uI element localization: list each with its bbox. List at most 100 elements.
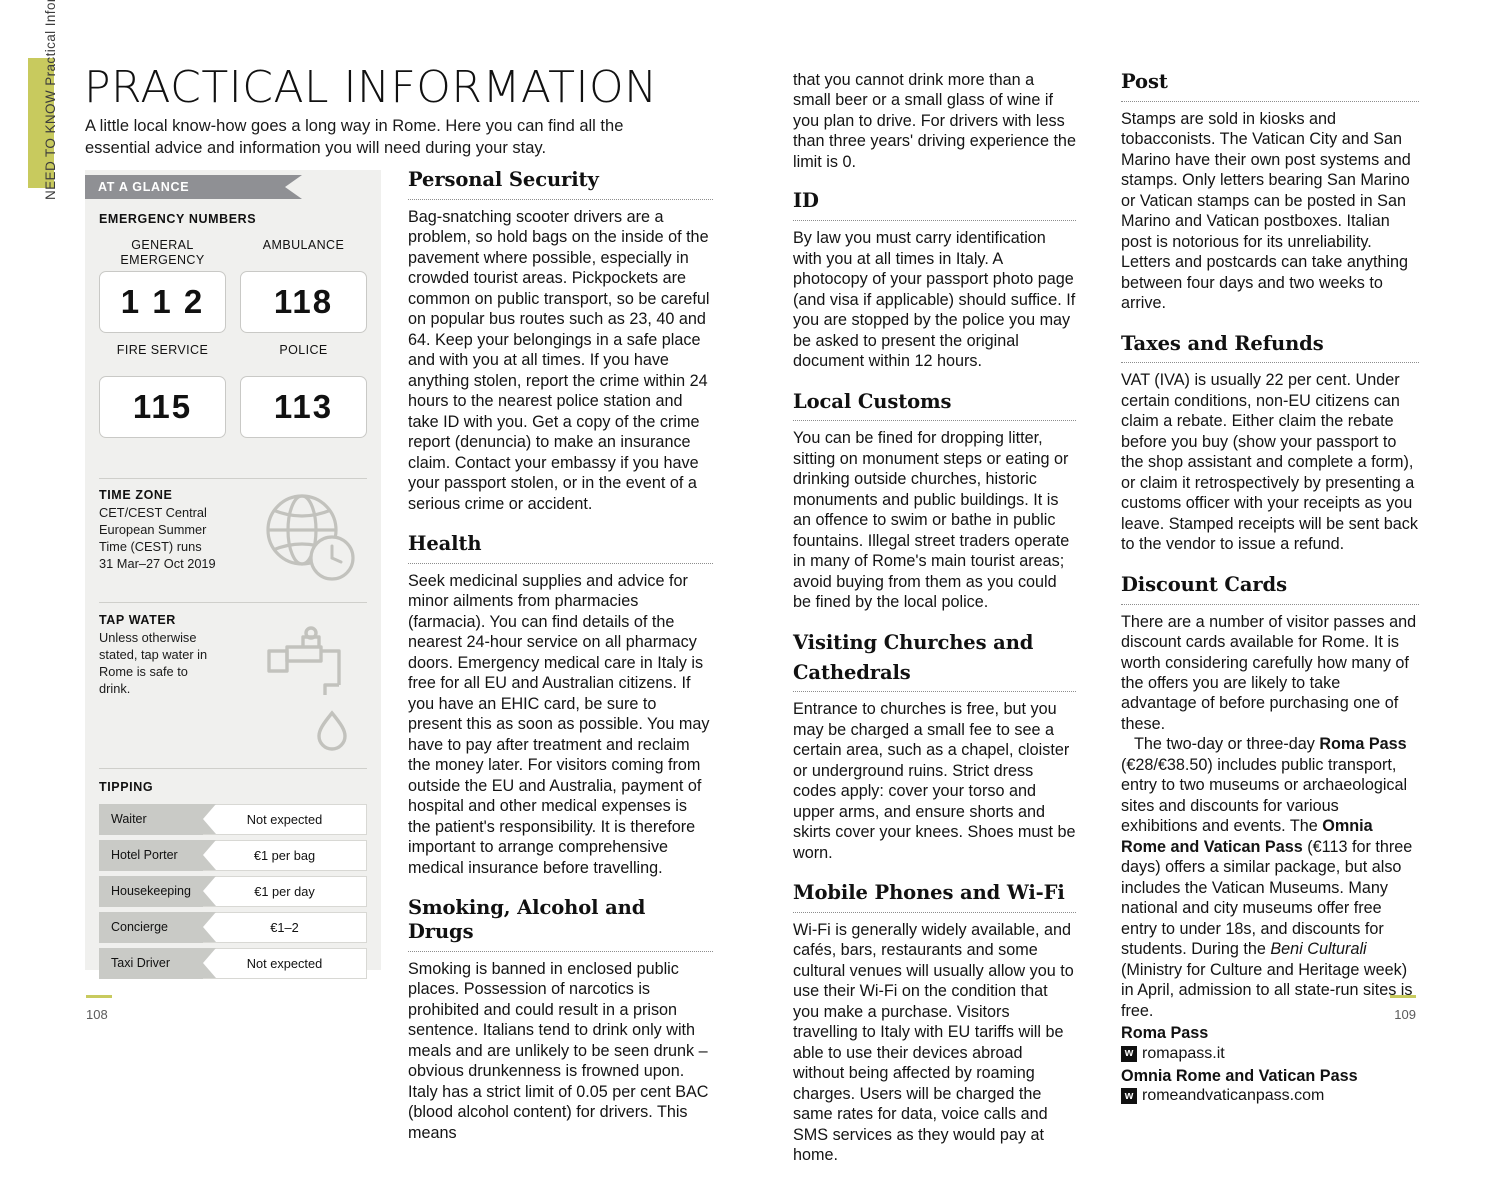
table-row: Waiter Not expected (99, 804, 367, 835)
section-body: Stamps are sold in kiosks and tobacconis… (1121, 109, 1419, 314)
section-body-text: By law you must carry identification wit… (793, 229, 1076, 371)
emergency-number-cell: GENERAL EMERGENCY 1 1 2 (99, 236, 226, 333)
tipping-role: Taxi Driver (99, 948, 216, 979)
section-heading: Taxes and Refunds (1121, 331, 1324, 355)
para-mid: (€28/€38.50) includes public transport, … (1121, 755, 1408, 836)
web-link-url[interactable]: romeandvaticanpass.com (1142, 1087, 1325, 1105)
emergency-number-value: 113 (273, 388, 334, 425)
tipping-role: Hotel Porter (99, 840, 216, 871)
section-rule (793, 911, 1076, 913)
emergency-number-value: 1 1 2 (120, 283, 205, 320)
tipping-amount-label: €1 per day (254, 884, 315, 899)
section-body-text: Smoking is banned in enclosed public pla… (408, 959, 709, 1142)
panel-divider (99, 768, 367, 769)
section-body-text: There are a number of visitor passes and… (1121, 612, 1417, 733)
emergency-numbers-section: EMERGENCY NUMBERS GENERAL EMERGENCY 1 1 … (99, 212, 367, 438)
tipping-amount-label: Not expected (246, 812, 323, 827)
panel-divider (99, 602, 367, 603)
section-local-customs: Local Customs You can be fined for dropp… (793, 390, 1076, 613)
section-heading: ID (793, 189, 819, 213)
book-spread: NEED TO KNOW Practical Information PRACT… (28, 0, 1419, 1165)
section-heading-line2: Cathedrals (793, 660, 911, 684)
para-end: (Ministry for Culture and Heritage week)… (1121, 960, 1413, 1020)
section-smoking-alcohol-drugs: Smoking, Alcohol and Drugs Smoking is ba… (408, 896, 713, 1143)
section-heading: Personal Security (408, 168, 599, 191)
link-label-roma-pass: Roma Pass (1121, 1024, 1209, 1043)
section-body: There are a number of visitor passes and… (1121, 612, 1419, 735)
web-link-roma-pass[interactable]: w romapass.it (1121, 1045, 1419, 1063)
section-body-text: Bag-snatching scooter drivers are a prob… (408, 207, 710, 513)
emergency-number-caption: GENERAL EMERGENCY (120, 238, 205, 267)
page-subtitle: A little local know-how goes a long way … (85, 117, 624, 157)
tipping-role-label: Hotel Porter (111, 847, 178, 862)
tipping-amount: €1 per bag (203, 840, 367, 871)
tipping-amount: Not expected (203, 948, 367, 979)
section-heading: Smoking, Alcohol and Drugs (408, 896, 646, 943)
page-number-right: 109 (1394, 1007, 1416, 1022)
emergency-number-caption: POLICE (279, 343, 328, 357)
emergency-number-box: 1 1 2 (99, 271, 226, 333)
section-body: You can be fined for dropping litter, si… (793, 428, 1076, 612)
tipping-amount-label: €1 per bag (253, 848, 316, 863)
section-rule (1121, 362, 1419, 364)
beni-culturali-italic: Beni Culturali (1270, 940, 1367, 959)
section-heading: Health (408, 532, 482, 556)
section-heading: Local Customs (793, 389, 952, 413)
tipping-role-label: Housekeeping (111, 883, 191, 898)
section-body-text: You can be fined for dropping litter, si… (793, 429, 1070, 612)
web-icon: w (1121, 1088, 1137, 1105)
section-body: VAT (IVA) is usually 22 per cent. Under … (1121, 370, 1419, 554)
section-id: ID By law you must carry identification … (793, 189, 1076, 371)
table-row: Concierge €1–2 (99, 912, 367, 943)
page-number-left: 108 (86, 1007, 108, 1022)
section-rule (1121, 603, 1419, 605)
section-health: Health Seek medicinal supplies and advic… (408, 532, 713, 878)
emergency-number-box: 118 (240, 271, 367, 333)
section-rule (1121, 100, 1419, 102)
section-discount-cards: Discount Cards There are a number of vis… (1121, 573, 1419, 1105)
at-a-glance-ribbon: AT A GLANCE (85, 175, 302, 199)
emergency-number-value: 115 (132, 388, 193, 425)
section-heading: Mobile Phones and Wi-Fi (793, 881, 1065, 905)
text-column-2: Personal Security Bag-snatching scooter … (408, 168, 713, 1160)
timezone-heading: TIME ZONE (99, 488, 173, 502)
section-body: Entrance to churches is free, but you ma… (793, 699, 1076, 863)
tipping-amount: €1–2 (203, 912, 367, 943)
tap-water-section: TAP WATER Unless otherwise stated, tap w… (99, 613, 367, 751)
section-body-text: Stamps are sold in kiosks and tobacconis… (1121, 109, 1411, 313)
tipping-role: Concierge (99, 912, 216, 943)
folio-rule-left (86, 995, 112, 998)
tipping-amount: Not expected (203, 804, 367, 835)
continued-paragraph: that you cannot drink more than a small … (793, 70, 1076, 172)
web-link-url[interactable]: romapass.it (1142, 1044, 1225, 1062)
section-heading: Visiting Churches and (793, 630, 1034, 654)
folio-rule-right (1390, 995, 1416, 998)
table-row: Taxi Driver Not expected (99, 948, 367, 979)
emergency-number-caption: AMBULANCE (262, 238, 345, 252)
section-post: Post Stamps are sold in kiosks and tobac… (1121, 70, 1419, 314)
emergency-number-value: 118 (273, 283, 334, 320)
at-a-glance-ribbon-label: AT A GLANCE (98, 180, 190, 194)
tipping-heading: TIPPING (99, 780, 154, 794)
section-body: Seek medicinal supplies and advice for m… (408, 571, 713, 878)
tap-water-heading: TAP WATER (99, 613, 176, 627)
section-rule (793, 220, 1076, 222)
table-row: Hotel Porter €1 per bag (99, 840, 367, 871)
tipping-role-label: Waiter (111, 811, 147, 826)
continued-paragraph-text: that you cannot drink more than a small … (793, 71, 1076, 171)
section-rule (408, 198, 713, 200)
roma-pass-bold: Roma Pass (1319, 735, 1407, 754)
at-a-glance-panel: AT A GLANCE EMERGENCY NUMBERS GENERAL EM… (85, 170, 381, 979)
tap-water-text: Unless otherwise stated, tap water in Ro… (99, 630, 208, 697)
panel-divider (99, 478, 367, 479)
chapter-color-tab (28, 58, 54, 188)
emergency-numbers-heading: EMERGENCY NUMBERS (99, 212, 257, 226)
section-rule (408, 562, 713, 564)
tipping-amount-label: €1–2 (270, 920, 299, 935)
tipping-table: Waiter Not expected Hotel Porter €1 per … (99, 804, 367, 979)
section-rule (793, 691, 1076, 693)
web-link-omnia-pass[interactable]: w romeandvaticanpass.com (1121, 1087, 1419, 1105)
emergency-numbers-grid: GENERAL EMERGENCY 1 1 2 AMBULANCE 118 FI… (99, 236, 367, 438)
globe-clock-icon (255, 488, 361, 588)
section-heading: Post (1121, 70, 1168, 93)
